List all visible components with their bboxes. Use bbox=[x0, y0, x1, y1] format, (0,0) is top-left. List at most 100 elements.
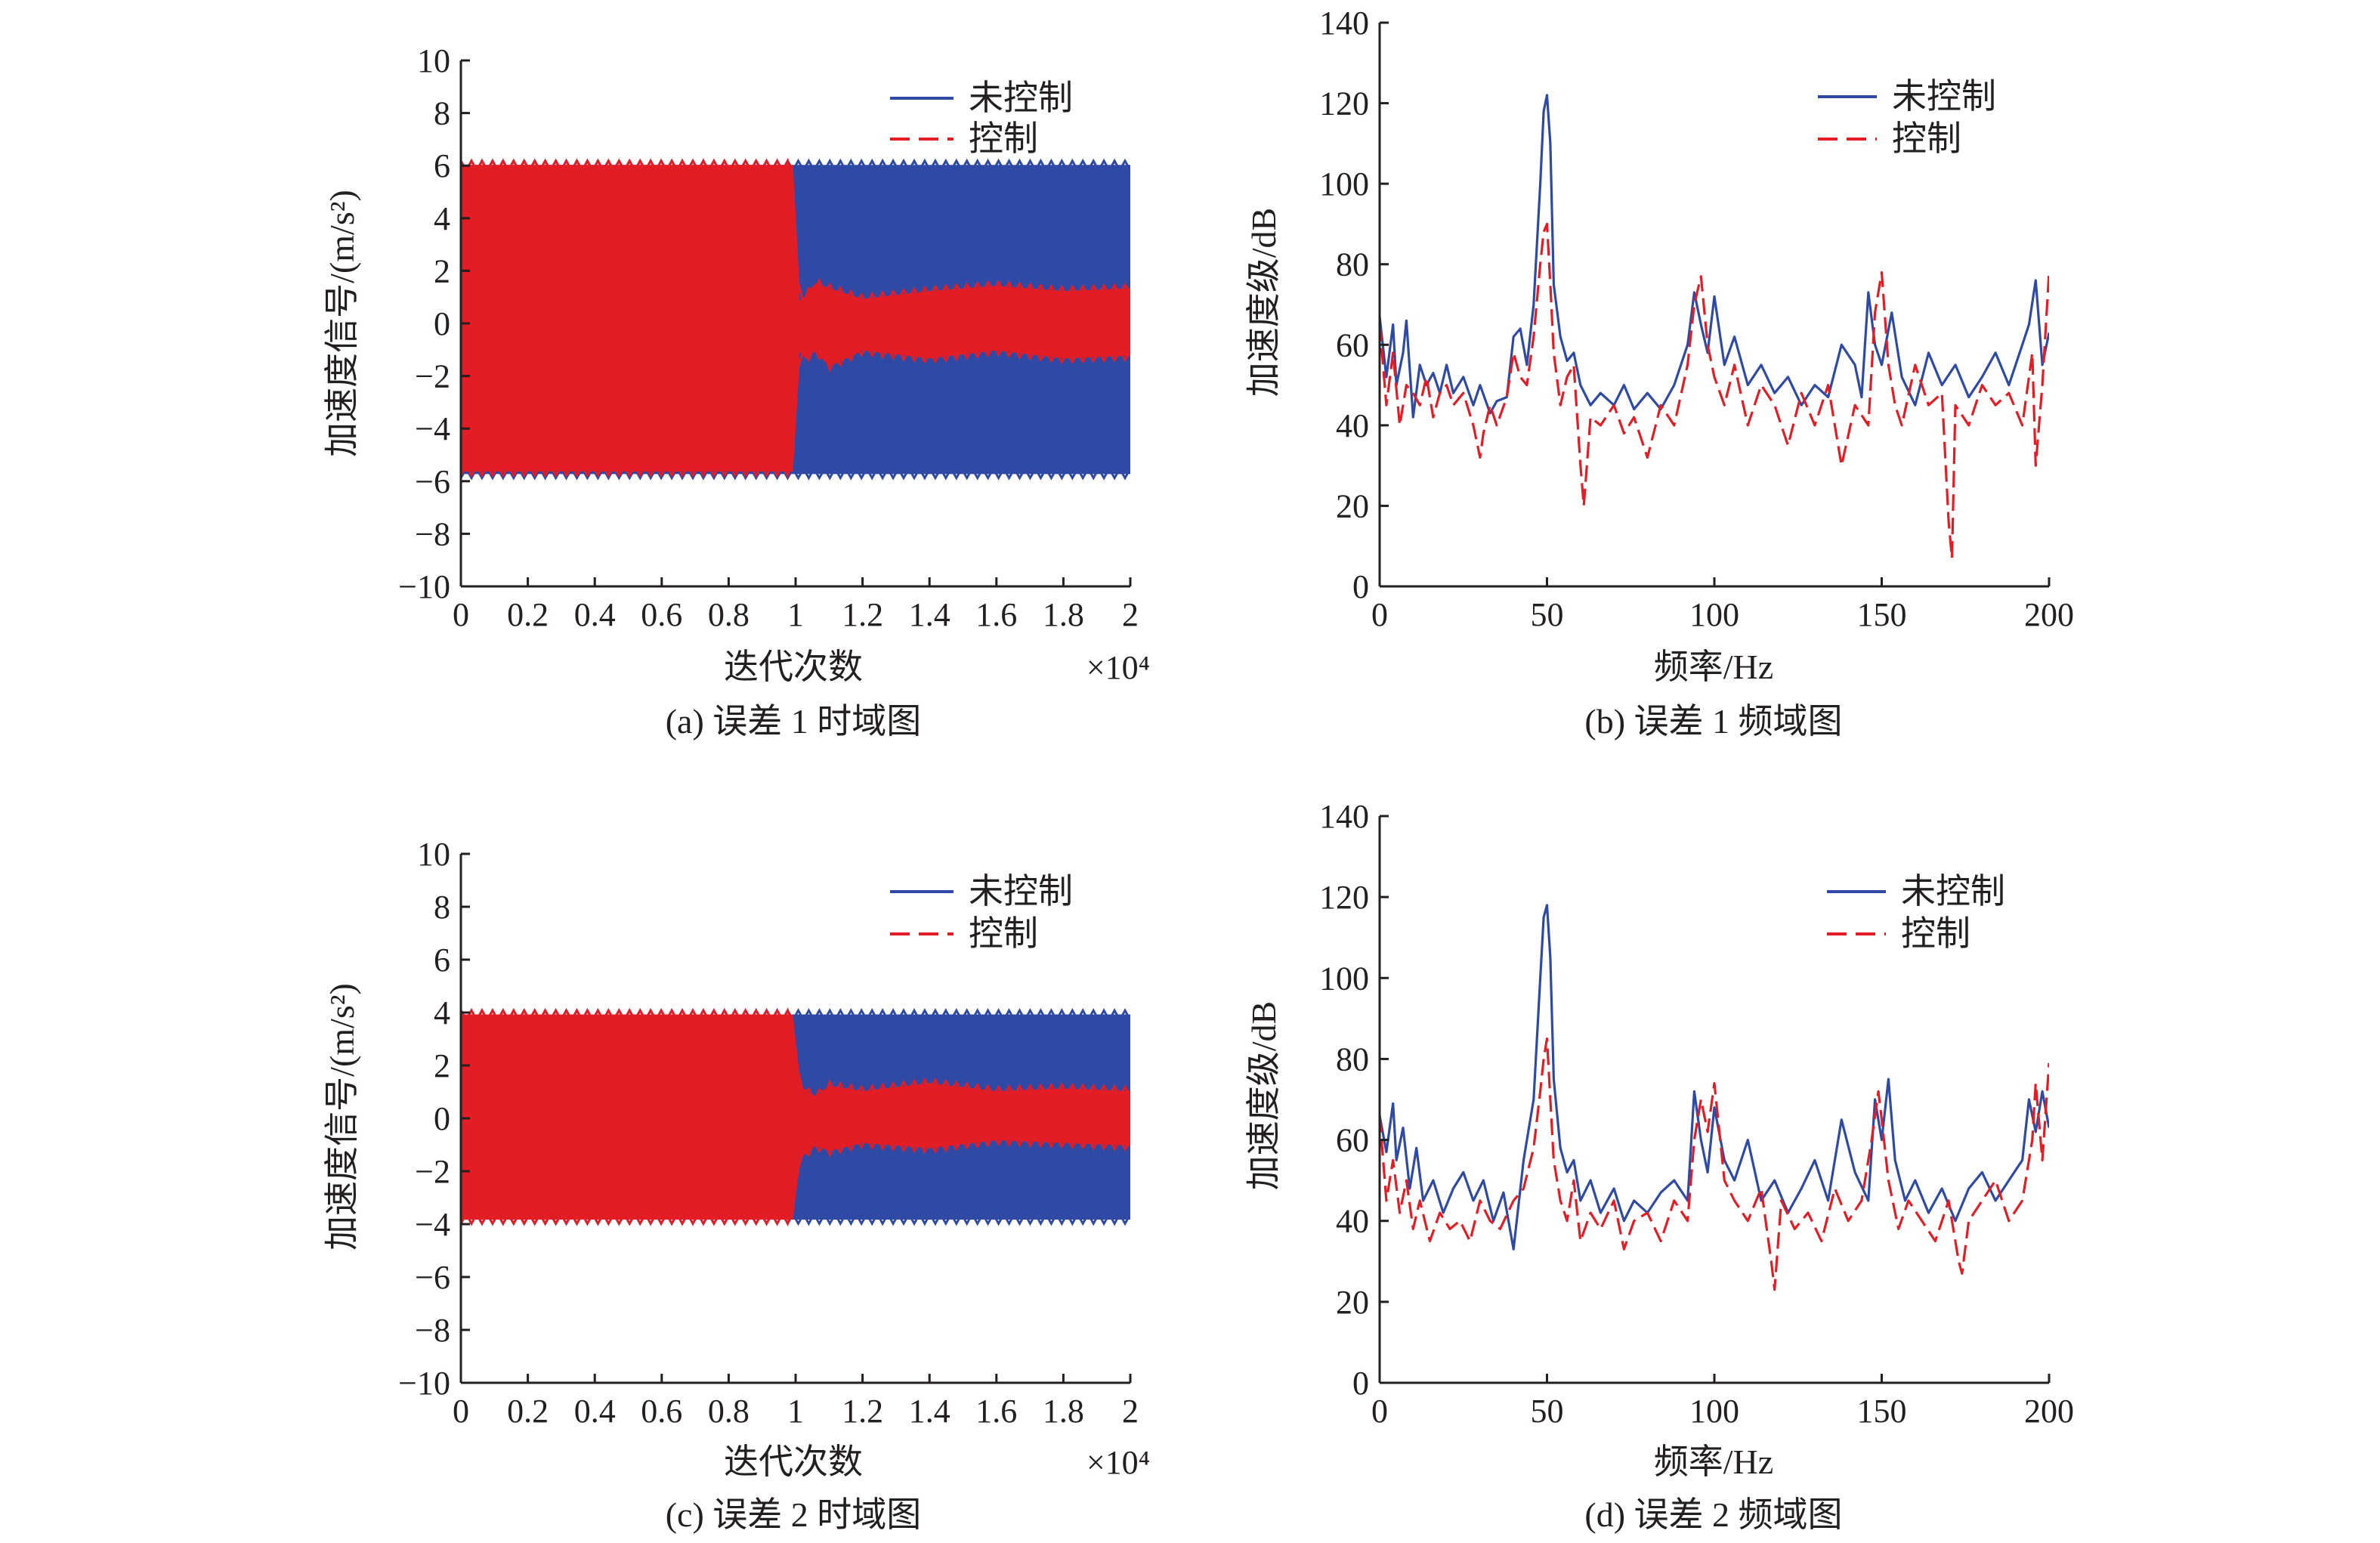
x-tick-label-c: 1.4 bbox=[909, 1393, 950, 1430]
series-lower-edge-controlled-a bbox=[461, 342, 1130, 479]
x-tick-label-c: 2 bbox=[1122, 1393, 1139, 1430]
panel-d: 0 20 40 60 80 100 120 140 0 50 100 150 200 加速度级/dB 频… bbox=[1244, 798, 2074, 1534]
y-tick-label-d: 140 bbox=[1319, 798, 1369, 835]
caption-b: (b) 误差 1 频域图 bbox=[1584, 702, 1842, 741]
panel-a: −10 −8 −6 −4 −2 0 2 4 6 8 10 0 0.2 0.4 0.6 0.8 1 1.2 1.4 1.… bbox=[323, 42, 1150, 741]
legend-label-controlled-a: 控制 bbox=[969, 119, 1038, 158]
series-line-uncontrolled-d bbox=[1380, 904, 2049, 1251]
y-tick-label-c: 6 bbox=[434, 942, 450, 979]
y-tick-label-c: 2 bbox=[434, 1047, 450, 1084]
legend-label-uncontrolled-b: 未控制 bbox=[1892, 77, 1996, 116]
x-tick-label-b: 0 bbox=[1371, 596, 1388, 633]
y-tick-label-a: −4 bbox=[415, 410, 450, 447]
y-tick-label-d: 0 bbox=[1352, 1365, 1369, 1402]
axes-a: −10 −8 −6 −4 −2 0 2 4 6 8 10 0 0.2 0.4 0.6 0.8 1 1.2 1.4 1.… bbox=[398, 42, 1139, 633]
y-axis-label-a: 加速度信号/(m/s²) bbox=[323, 190, 361, 457]
y-tick-label-b: 20 bbox=[1336, 487, 1369, 524]
legend-label-controlled-d: 控制 bbox=[1901, 914, 1970, 953]
y-axis-label-d: 加速度级/dB bbox=[1244, 1001, 1283, 1190]
legend-label-uncontrolled-a: 未控制 bbox=[969, 79, 1073, 117]
y-tick-label-a: 6 bbox=[434, 147, 450, 184]
legend-label-uncontrolled-d: 未控制 bbox=[1901, 872, 2005, 911]
x-tick-label-a: 1.4 bbox=[909, 596, 950, 633]
x-tick-label-d: 100 bbox=[1689, 1393, 1739, 1430]
x-tick-label-c: 0.4 bbox=[574, 1393, 616, 1430]
x-tick-label-d: 150 bbox=[1857, 1393, 1907, 1430]
y-tick-label-c: 10 bbox=[417, 836, 450, 873]
legend-label-controlled-b: 控制 bbox=[1892, 119, 1961, 158]
y-tick-label-a: −6 bbox=[415, 463, 450, 500]
x-tick-label-a: 1.6 bbox=[975, 596, 1017, 633]
x-axis-label-c: 迭代次数 bbox=[724, 1443, 863, 1481]
x-tick-label-b: 150 bbox=[1857, 596, 1907, 633]
x-tick-label-a: 0.2 bbox=[507, 596, 549, 633]
x-tick-label-c: 1.8 bbox=[1043, 1393, 1084, 1430]
y-tick-label-a: −10 bbox=[398, 568, 450, 605]
y-tick-label-a: 10 bbox=[417, 42, 450, 79]
x-tick-label-c: 0.6 bbox=[641, 1393, 682, 1430]
series-band-controlled-a bbox=[461, 165, 1130, 472]
y-tick-label-d: 20 bbox=[1336, 1284, 1369, 1321]
series-marks-a bbox=[461, 157, 1130, 481]
series-upper-edge-controlled-a bbox=[461, 157, 1130, 308]
y-tick-label-b: 140 bbox=[1319, 5, 1369, 42]
axes-c: −10 −8 −6 −4 −2 0 2 4 6 8 10 0 0.2 0.4 0.6 0.8 1 1.2 1.4 1.… bbox=[398, 836, 1139, 1430]
x-tick-label-a: 0.6 bbox=[641, 596, 682, 633]
x-axis-label-d: 频率/Hz bbox=[1654, 1443, 1773, 1481]
plot-area-a bbox=[461, 157, 1130, 481]
legend-label-controlled-c: 控制 bbox=[969, 914, 1038, 953]
x-tick-label-d: 0 bbox=[1371, 1393, 1388, 1430]
x-tick-label-b: 200 bbox=[2024, 596, 2074, 633]
y-tick-label-d: 120 bbox=[1319, 879, 1369, 916]
plot-area-d bbox=[1380, 904, 2049, 1291]
y-tick-label-b: 120 bbox=[1319, 85, 1369, 122]
y-tick-label-d: 100 bbox=[1319, 960, 1369, 997]
y-tick-label-a: 8 bbox=[434, 95, 450, 132]
y-tick-label-a: −2 bbox=[415, 358, 450, 395]
y-axis-label-b: 加速度级/dB bbox=[1244, 208, 1283, 397]
y-tick-label-c: −10 bbox=[398, 1365, 450, 1402]
y-tick-label-d: 80 bbox=[1336, 1041, 1369, 1078]
y-tick-label-c: −8 bbox=[415, 1312, 450, 1349]
y-tick-label-c: −2 bbox=[415, 1153, 450, 1190]
x-tick-label-a: 2 bbox=[1122, 596, 1139, 633]
y-tick-label-c: −6 bbox=[415, 1259, 450, 1296]
x-tick-label-a: 0 bbox=[453, 596, 469, 633]
axes-b: 0 20 40 60 80 100 120 140 0 50 100 150 200 bbox=[1319, 5, 2074, 633]
caption-a: (a) 误差 1 时域图 bbox=[666, 702, 922, 741]
series-marks-d bbox=[1380, 904, 2049, 1291]
series-line-uncontrolled-b bbox=[1380, 94, 2049, 419]
x-axis-label-b: 频率/Hz bbox=[1654, 648, 1773, 686]
legend-a: 未控制 控制 bbox=[890, 79, 1073, 158]
x-multiplier-a: ×10⁴ bbox=[1086, 649, 1150, 686]
legend-label-uncontrolled-c: 未控制 bbox=[969, 872, 1073, 911]
legend-c: 未控制 控制 bbox=[890, 872, 1073, 953]
y-tick-label-b: 0 bbox=[1352, 568, 1369, 605]
x-tick-label-a: 1 bbox=[787, 596, 804, 633]
y-tick-label-d: 60 bbox=[1336, 1122, 1369, 1159]
y-tick-label-b: 60 bbox=[1336, 326, 1369, 363]
legend-d: 未控制 控制 bbox=[1827, 872, 2005, 953]
axes-d: 0 20 40 60 80 100 120 140 0 50 100 150 200 bbox=[1319, 798, 2074, 1430]
series-line-controlled-d bbox=[1380, 1037, 2049, 1291]
x-tick-label-c: 1 bbox=[787, 1393, 804, 1430]
series-marks-c bbox=[461, 1007, 1130, 1227]
y-tick-label-c: 0 bbox=[434, 1100, 450, 1137]
caption-c: (c) 误差 2 时域图 bbox=[666, 1495, 922, 1534]
x-tick-label-c: 1.6 bbox=[975, 1393, 1017, 1430]
x-tick-label-a: 0.4 bbox=[574, 596, 616, 633]
x-tick-label-a: 0.8 bbox=[708, 596, 750, 633]
y-tick-label-a: −8 bbox=[415, 515, 450, 552]
x-tick-label-d: 50 bbox=[1531, 1393, 1564, 1430]
y-axis-label-c: 加速度信号/(m/s²) bbox=[323, 983, 361, 1251]
y-tick-label-a: 2 bbox=[434, 252, 450, 289]
x-tick-label-b: 100 bbox=[1689, 596, 1739, 633]
x-tick-label-b: 50 bbox=[1531, 596, 1564, 633]
y-tick-label-b: 80 bbox=[1336, 246, 1369, 283]
y-tick-label-c: 4 bbox=[434, 994, 450, 1031]
plot-area-c bbox=[461, 1007, 1130, 1227]
plot-area-b bbox=[1380, 94, 2049, 560]
y-tick-label-c: −4 bbox=[415, 1206, 450, 1243]
y-tick-label-c: 8 bbox=[434, 889, 450, 926]
